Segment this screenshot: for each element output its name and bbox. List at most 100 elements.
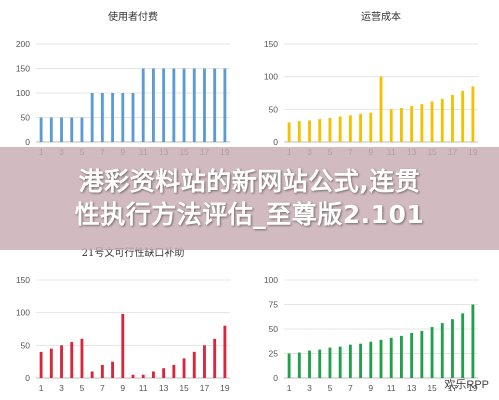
bar (182, 68, 186, 142)
x-tick-label: 11 (387, 383, 396, 393)
bar (461, 313, 465, 378)
bar (297, 352, 301, 378)
bar (389, 109, 393, 142)
x-tick-label: 11 (139, 383, 148, 393)
bar (399, 335, 403, 378)
bar (338, 116, 342, 142)
bar (308, 120, 311, 142)
bar (440, 323, 444, 378)
bar (192, 351, 196, 378)
chart-operating-cost: 运营成本050100150135791113151719 (264, 10, 478, 157)
y-tick-label: 100 (16, 88, 30, 98)
bar (213, 338, 217, 378)
y-tick-label: 0 (273, 137, 278, 147)
x-tick-label: 9 (120, 383, 125, 393)
bar (80, 117, 84, 142)
bar (151, 371, 155, 378)
bar (141, 374, 145, 378)
bar (389, 337, 393, 378)
bar (223, 68, 227, 142)
x-tick-label: 13 (159, 383, 169, 393)
chart-title: 使用者付费 (108, 10, 158, 23)
bar (141, 68, 145, 142)
bar (348, 115, 352, 142)
bar (287, 122, 291, 142)
bar (70, 117, 74, 142)
bar (451, 319, 454, 378)
x-tick-label: 17 (200, 383, 210, 393)
x-tick-label: 17 (448, 383, 458, 393)
bar (70, 342, 74, 378)
y-tick-label: 0 (25, 137, 30, 147)
bar (60, 117, 63, 142)
chart-panel-green-subsidy: 0 25 50 75 100 1 3 5 7 9 11 13 15 17 19 (250, 238, 490, 398)
bar (121, 93, 125, 142)
bar (379, 339, 383, 378)
bar (39, 351, 43, 378)
bar (100, 93, 104, 142)
bar (471, 304, 475, 378)
chart-panel-operating-cost: 运营成本050100150135791113151719 (250, 2, 490, 162)
bar (430, 101, 434, 142)
y-tick-label: 150 (264, 39, 278, 49)
x-tick-label: 7 (348, 383, 353, 393)
bar (49, 348, 53, 378)
x-tick-label: 5 (328, 383, 333, 393)
chart-title: 运营成本 (361, 10, 401, 23)
bar (90, 371, 94, 378)
bar (223, 325, 227, 378)
bar (410, 106, 414, 142)
bar (111, 93, 115, 142)
bar (379, 76, 383, 142)
headline-line-1: 港彩资料站的新网站公式,连贯 (78, 167, 421, 196)
bar (471, 86, 475, 142)
x-tick-label: 1 (287, 383, 292, 393)
bar (328, 117, 332, 142)
bar (151, 68, 155, 142)
y-tick-label: 200 (16, 39, 30, 49)
x-tick-label: 15 (427, 383, 437, 393)
x-tick-label: 19 (468, 383, 478, 393)
y-tick-label: 50 (21, 340, 31, 350)
watermark: 欢乐RPP (444, 379, 489, 391)
x-tick-label: 3 (59, 383, 64, 393)
y-tick-label: 50 (269, 324, 279, 334)
y-tick-label: 50 (21, 113, 31, 123)
y-tick-label: 50 (269, 104, 279, 114)
x-tick-label: 3 (307, 383, 312, 393)
bar (121, 313, 125, 378)
bar (338, 346, 342, 378)
x-tick-label: 15 (179, 383, 189, 393)
bar (420, 330, 424, 378)
bar (162, 368, 166, 378)
y-tick-label: 0 (273, 373, 278, 383)
bar (39, 117, 43, 142)
y-tick-label: 100 (264, 275, 278, 285)
bar (80, 338, 84, 378)
chart-panel-user-fees: 使用者付费050100150200135791113151719 (2, 2, 242, 162)
x-tick-label: 9 (368, 383, 373, 393)
bar (131, 93, 135, 142)
bar (172, 364, 176, 378)
bar (213, 68, 217, 142)
y-tick-label: 150 (16, 275, 30, 285)
bar (90, 93, 94, 142)
bar (318, 119, 322, 142)
bar (369, 341, 373, 378)
bar (287, 353, 291, 378)
bar (203, 68, 206, 142)
y-tick-label: 100 (16, 308, 30, 318)
bar (100, 364, 104, 378)
bar (297, 121, 301, 142)
y-tick-label: 150 (16, 64, 30, 74)
bar (60, 345, 63, 378)
bar (420, 104, 424, 142)
bar (440, 98, 444, 142)
bar (369, 112, 373, 142)
bar (461, 91, 465, 142)
x-tick-label: 13 (407, 383, 417, 393)
bar (318, 349, 322, 378)
y-tick-label: 0 (25, 373, 30, 383)
